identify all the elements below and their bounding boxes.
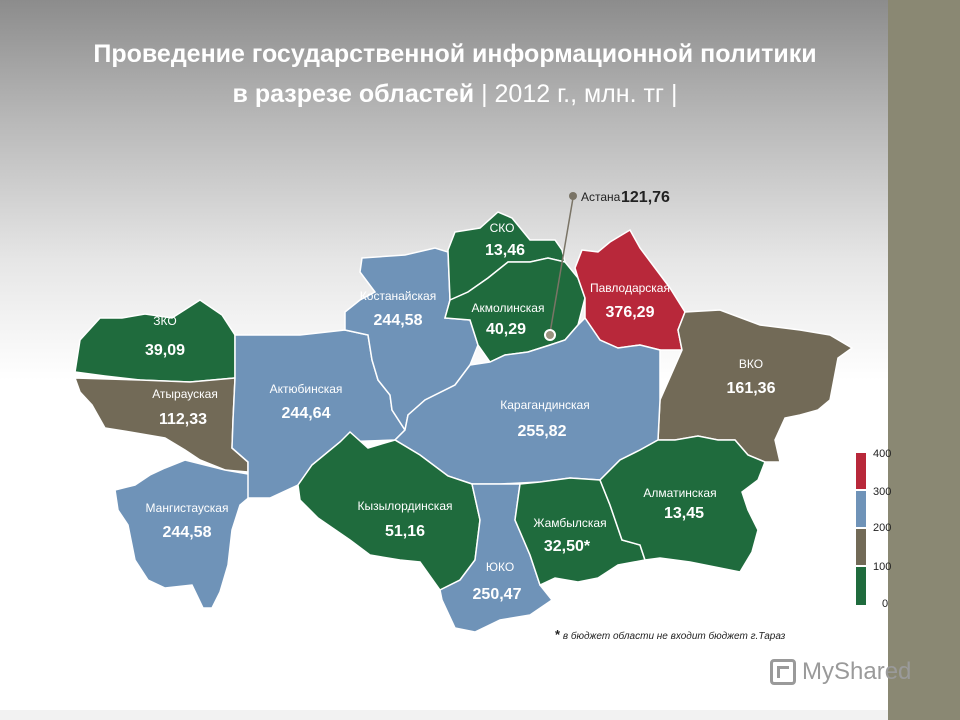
title-line-2: в разрезе областей | 2012 г., млн. тг | <box>40 74 870 114</box>
capital-name: Астана <box>581 190 621 204</box>
capital-value: 121,76 <box>621 189 670 206</box>
label-mangistau-value: 244,58 <box>163 524 212 541</box>
region-almaty[interactable] <box>599 435 766 573</box>
legend-bin-100-200 <box>856 529 866 565</box>
footnote-star: * <box>555 627 561 642</box>
legend-bin-200-300 <box>856 491 866 527</box>
label-kostanay-value: 244,58 <box>374 312 423 329</box>
capital-leader-line <box>549 197 574 334</box>
legend-bin-0-100 <box>856 567 866 605</box>
label-akmola-value: 40,29 <box>486 321 526 338</box>
region-zhambyl[interactable] <box>514 477 646 587</box>
label-sko-value: 13,46 <box>485 242 525 259</box>
label-aktobe-name: Актюбинская <box>270 382 343 396</box>
label-mangistau-name: Мангистауская <box>146 501 229 515</box>
label-kyzylorda-value: 51,16 <box>385 523 425 540</box>
label-kyzylorda-name: Кызылординская <box>358 499 453 513</box>
legend-tick-300: 300 <box>873 486 891 498</box>
label-yuko-name: ЮКО <box>486 560 514 574</box>
bottom-strip <box>0 710 888 720</box>
label-vko-value: 161,36 <box>727 380 776 397</box>
label-pavlodar-value: 376,29 <box>606 304 655 321</box>
presentation-icon <box>770 659 796 685</box>
label-pavlodar-name: Павлодарская <box>590 281 670 295</box>
label-sko-name: СКО <box>490 221 515 235</box>
capital-marker-top <box>569 192 577 200</box>
label-akmola-name: Акмолинская <box>472 301 545 315</box>
legend-bin-300-400 <box>856 453 866 489</box>
footnote: * в бюджет области не входит бюджет г.Та… <box>555 627 785 642</box>
watermark: MyShared <box>770 658 911 686</box>
slide-title: Проведение государственной информационно… <box>40 34 870 114</box>
title-line-2-bold: в разрезе областей <box>232 80 475 108</box>
label-yuko-value: 250,47 <box>473 586 522 603</box>
title-line-1: Проведение государственной информационно… <box>93 40 817 68</box>
legend-tick-200: 200 <box>873 522 891 534</box>
watermark-text: MyShared <box>802 658 912 685</box>
title-line-2-light: | 2012 г., млн. тг | <box>474 80 678 108</box>
legend-tick-100: 100 <box>873 561 891 573</box>
label-karaganda-name: Карагандинская <box>500 398 589 412</box>
capital-marker[interactable] <box>544 329 556 341</box>
label-aktobe-value: 244,64 <box>282 405 331 422</box>
label-zhambyl-name: Жамбылская <box>533 516 606 530</box>
label-zko-value: 39,09 <box>145 342 185 359</box>
label-kostanay-name: Костанайская <box>360 289 436 303</box>
region-zko[interactable] <box>74 299 236 383</box>
label-zhambyl-value: 32,50* <box>544 538 591 555</box>
label-karaganda-value: 255,82 <box>518 423 567 440</box>
label-almaty-value: 13,45 <box>664 505 704 522</box>
label-zko-name: ЗКО <box>153 314 176 328</box>
legend-tick-0: 0 <box>882 598 888 610</box>
label-atyrau-value: 112,33 <box>159 411 207 428</box>
label-almaty-name: Алматинская <box>643 486 716 500</box>
legend: 400 300 200 100 0 <box>856 448 891 610</box>
footnote-text: в бюджет области не входит бюджет г.Тара… <box>560 631 786 642</box>
label-vko-name: ВКО <box>739 357 763 371</box>
side-decoration-bar <box>888 0 960 720</box>
label-atyrau-name: Атырауская <box>152 387 218 401</box>
legend-tick-400: 400 <box>873 448 891 460</box>
